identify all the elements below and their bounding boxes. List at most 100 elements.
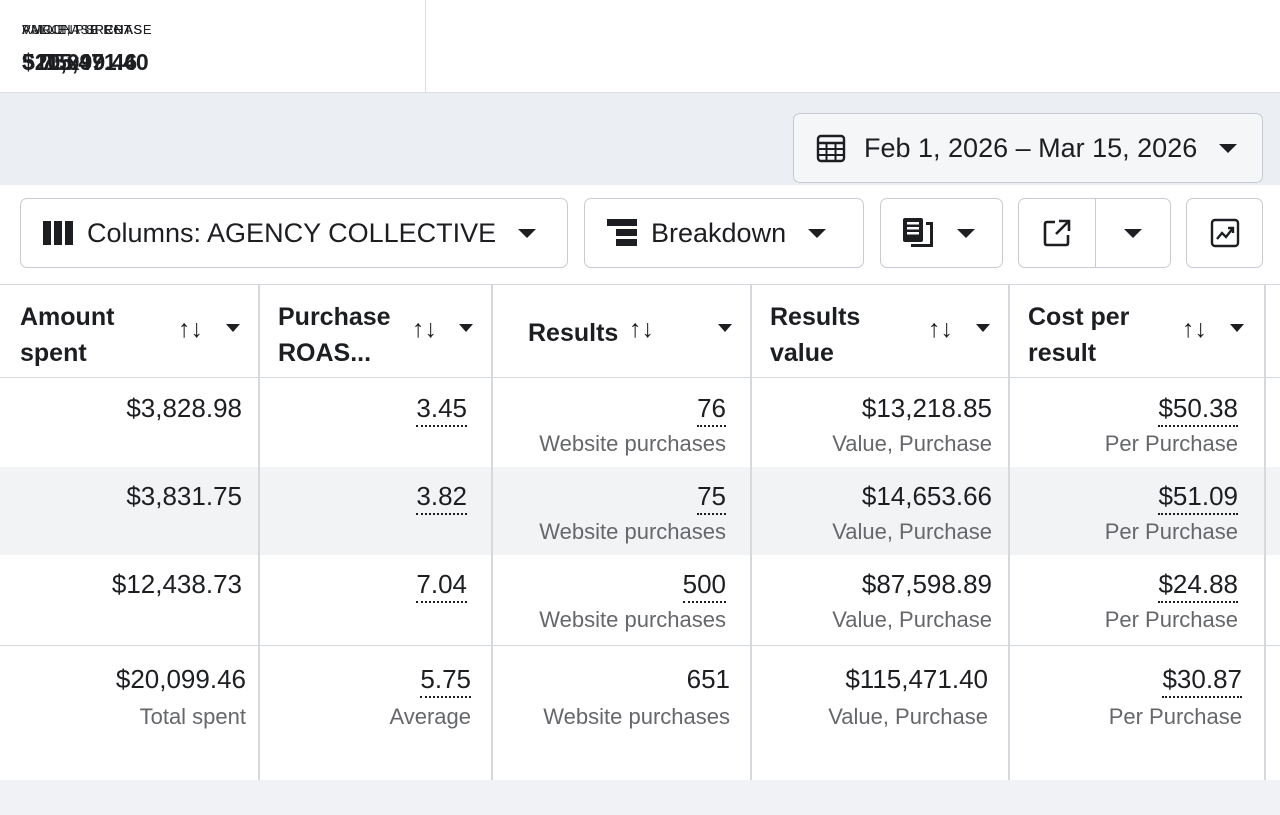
- cell-results-value: $13,218.85 Value, Purchase: [750, 379, 1008, 467]
- cell-subtext: Per Purchase: [1108, 704, 1242, 729]
- reports-button[interactable]: [880, 198, 1003, 268]
- sort-icon[interactable]: ↑↓: [928, 315, 953, 343]
- cell-value: $3,828.98: [126, 393, 242, 423]
- chevron-down-icon: [957, 228, 975, 238]
- column-divider: [1264, 285, 1266, 780]
- header-purchase-roas[interactable]: Purchase ROAS... ↑↓: [258, 285, 491, 378]
- header-line: Results: [770, 303, 861, 331]
- summary-purchase-roas: PURCHASE ROAS 5.75x: [0, 0, 426, 93]
- cell-results: 500 Website purchases: [491, 555, 750, 645]
- summary-value-purchase: VALUE, PURCHASE $115,471.40: [0, 0, 428, 93]
- date-range-picker[interactable]: Feb 1, 2026 – Mar 15, 2026: [793, 113, 1263, 183]
- cell-cost-per-result: $50.38 Per Purchase: [1008, 379, 1264, 467]
- cell-value: $115,471.40: [845, 664, 988, 694]
- column-divider: [750, 285, 752, 780]
- cell-value: $20,099.46: [115, 664, 246, 694]
- table-row[interactable]: $12,438.73 7.04 500 Website purchases $8…: [0, 555, 1280, 645]
- summary-label: PURCHASE ROAS: [22, 22, 143, 37]
- table-row[interactable]: $3,828.98 3.45 76 Website purchases $13,…: [0, 379, 1280, 467]
- cell-results: 75 Website purchases: [491, 467, 750, 555]
- header-line: result: [1028, 339, 1097, 367]
- cell-value[interactable]: 76: [697, 393, 726, 427]
- column-divider: [258, 285, 260, 780]
- cell-value[interactable]: $50.38: [1158, 393, 1238, 427]
- results-table: Amount spent ↑↓ Purchase ROAS... ↑↓ Resu…: [0, 284, 1280, 780]
- sort-icon[interactable]: ↑↓: [1182, 315, 1207, 343]
- export-menu-button[interactable]: [1094, 199, 1171, 267]
- header-line: ROAS...: [278, 339, 372, 367]
- header-title: Results: [528, 319, 619, 347]
- cell-value[interactable]: 3.45: [416, 393, 467, 427]
- chart-icon: [1210, 218, 1239, 248]
- cell-subtext: Average: [389, 704, 471, 729]
- chevron-down-icon[interactable]: [459, 324, 473, 332]
- cell-value: $12,438.73: [111, 569, 242, 599]
- cell-subtext: Per Purchase: [1104, 607, 1238, 632]
- breakdown-button[interactable]: Breakdown: [584, 198, 864, 268]
- table-total-row: $20,099.46 Total spent 5.75 Average 651 …: [0, 645, 1280, 781]
- header-results[interactable]: Results ↑↓: [491, 285, 750, 378]
- cell-amount-spent: $3,828.98: [0, 379, 258, 467]
- date-range-label: Feb 1, 2026 – Mar 15, 2026: [864, 132, 1198, 163]
- columns-label: Columns: AGENCY COLLECTIVE: [87, 217, 497, 248]
- summary-label: VALUE, PURCHASE: [22, 22, 153, 37]
- columns-button[interactable]: Columns: AGENCY COLLECTIVE: [20, 198, 568, 268]
- summary-label: AMOUNT SPENT: [22, 22, 133, 37]
- cell-subtext: Value, Purchase: [832, 431, 992, 456]
- cell-purchase-roas: 3.82: [258, 467, 491, 555]
- cell-value[interactable]: 7.04: [416, 569, 467, 603]
- summary-amount-spent: AMOUNT SPENT $20,099.46: [0, 0, 426, 93]
- chevron-down-icon[interactable]: [1230, 324, 1244, 332]
- columns-icon: [43, 221, 73, 245]
- cell-cost-per-result: $24.88 Per Purchase: [1008, 555, 1264, 645]
- chart-button[interactable]: [1186, 198, 1263, 268]
- cell-value[interactable]: $51.09: [1158, 481, 1238, 515]
- chevron-down-icon[interactable]: [976, 324, 990, 332]
- sort-icon[interactable]: ↑↓: [178, 315, 203, 343]
- total-results-value: $115,471.40 Value, Purchase: [750, 646, 1008, 781]
- header-title: Cost per result: [1028, 299, 1129, 371]
- calendar-icon: [816, 134, 846, 163]
- cell-value[interactable]: $24.88: [1158, 569, 1238, 603]
- cell-value[interactable]: 5.75: [420, 664, 471, 698]
- header-cost-per-result[interactable]: Cost per result ↑↓: [1008, 285, 1264, 378]
- cell-value[interactable]: 75: [697, 481, 726, 515]
- cell-results: 76 Website purchases: [491, 379, 750, 467]
- table-row[interactable]: $3,831.75 3.82 75 Website purchases $14,…: [0, 467, 1280, 555]
- cell-subtext: Value, Purchase: [828, 704, 988, 729]
- header-line: Amount: [20, 303, 115, 331]
- cell-cost-per-result: $51.09 Per Purchase: [1008, 467, 1264, 555]
- chevron-down-icon[interactable]: [226, 324, 240, 332]
- sort-icon[interactable]: ↑↓: [629, 315, 654, 343]
- cell-value[interactable]: 500: [682, 569, 726, 603]
- export-button[interactable]: [1019, 199, 1095, 267]
- cell-subtext: Per Purchase: [1104, 431, 1238, 456]
- cell-value[interactable]: 3.82: [416, 481, 467, 515]
- summary-value: 5.75x: [22, 49, 80, 75]
- header-amount-spent[interactable]: Amount spent ↑↓: [0, 285, 258, 378]
- cell-subtext: Website purchases: [539, 519, 726, 544]
- cell-results-value: $14,653.66 Value, Purchase: [750, 467, 1008, 555]
- export-button-group: [1018, 198, 1171, 268]
- chevron-down-icon: [518, 228, 537, 238]
- cell-purchase-roas: 3.45: [258, 379, 491, 467]
- table-header: Amount spent ↑↓ Purchase ROAS... ↑↓ Resu…: [0, 285, 1280, 378]
- column-divider: [491, 285, 493, 780]
- summary-value: $115,471.40: [22, 49, 149, 75]
- cell-subtext: Value, Purchase: [832, 519, 992, 544]
- sort-icon[interactable]: ↑↓: [412, 315, 437, 343]
- footer-background: [0, 780, 1280, 815]
- header-title: Results value: [770, 299, 860, 371]
- chevron-down-icon: [1123, 228, 1142, 238]
- cell-value: $87,598.89: [861, 569, 992, 599]
- breakdown-label: Breakdown: [651, 217, 787, 248]
- export-icon: [1043, 219, 1071, 247]
- cell-value: $13,218.85: [861, 393, 992, 423]
- cell-subtext: Value, Purchase: [832, 607, 992, 632]
- cell-value[interactable]: $30.87: [1162, 664, 1242, 698]
- header-results-value[interactable]: Results value ↑↓: [750, 285, 1008, 378]
- chevron-down-icon[interactable]: [718, 324, 732, 332]
- cell-value: $14,653.66: [861, 481, 992, 511]
- cell-purchase-roas: 7.04: [258, 555, 491, 645]
- cell-subtext: Website purchases: [539, 607, 726, 632]
